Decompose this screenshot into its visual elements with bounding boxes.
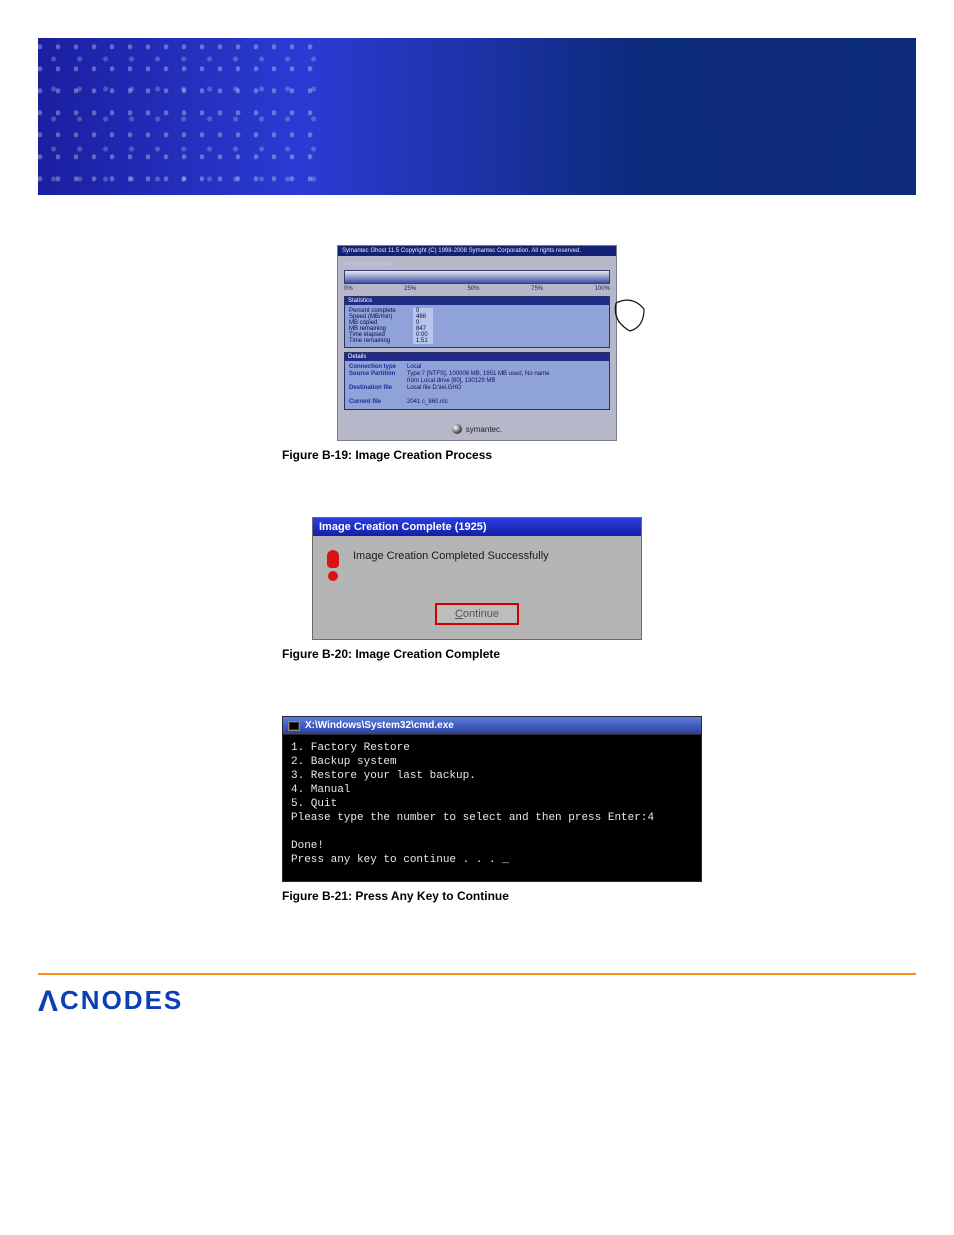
stat-val: 1:51: [413, 338, 433, 344]
figure-caption: Figure B-20: Image Creation Complete: [282, 647, 672, 661]
tick: 25%: [404, 286, 416, 292]
button-accel: C: [455, 608, 463, 620]
stat-key: Time remaining: [349, 338, 409, 344]
dialog-message: Image Creation Completed Successfully: [353, 550, 549, 562]
progress-ticks: 0% 25% 50% 75% 100%: [344, 286, 610, 292]
details-header: Details: [345, 353, 609, 361]
button-rest: ontinue: [463, 608, 499, 620]
cmd-output: 1. Factory Restore 2. Backup system 3. R…: [282, 735, 702, 882]
symantec-brand: symantec.: [338, 420, 616, 440]
figure-caption: Figure B-21: Press Any Key to Continue: [282, 889, 672, 903]
detail-label: Current file: [349, 399, 407, 405]
progress-arc-icon: [610, 297, 650, 337]
ghost-window: Symantec Ghost 11.5 Copyright (C) 1998-2…: [337, 245, 617, 441]
detail-val: 2041 c_860.nls: [407, 399, 448, 405]
tick: 0%: [344, 286, 353, 292]
continue-button[interactable]: Continue: [435, 603, 519, 625]
exclamation-icon: [327, 550, 339, 581]
detail-val: from Local drive [80], 130129 MB: [407, 378, 495, 384]
dialog-titlebar: Image Creation Complete (1925): [313, 518, 641, 536]
symantec-logo-icon: [452, 424, 462, 434]
progress-bar: [344, 270, 610, 284]
detail-val: Local: [407, 364, 421, 370]
cmd-icon: [288, 721, 300, 731]
cmd-title-text: X:\Windows\System32\cmd.exe: [305, 720, 454, 731]
tick: 100%: [595, 286, 610, 292]
cmd-titlebar: X:\Windows\System32\cmd.exe: [282, 716, 702, 735]
detail-label: Source Partition: [349, 371, 407, 377]
ghost-titlebar: Symantec Ghost 11.5 Copyright (C) 1998-2…: [338, 246, 616, 256]
tick: 75%: [531, 286, 543, 292]
detail-label: Destination file: [349, 385, 407, 391]
footer-rule: [38, 973, 916, 975]
figure-caption: Figure B-19: Image Creation Process: [282, 448, 672, 462]
logo-lambda-icon: Λ: [38, 991, 60, 1013]
dialog-window: Image Creation Complete (1925) Image Cre…: [312, 517, 642, 640]
details-panel: Details Connection typeLocal Source Part…: [344, 352, 610, 410]
progress-label: Progress Indicator: [344, 262, 610, 268]
detail-label: Connection type: [349, 364, 407, 370]
figure-b21: X:\Windows\System32\cmd.exe 1. Factory R…: [282, 716, 672, 903]
tick: 50%: [468, 286, 480, 292]
symantec-text: symantec.: [466, 425, 502, 434]
figure-b19: Symantec Ghost 11.5 Copyright (C) 1998-2…: [282, 245, 672, 462]
header-banner: [38, 38, 916, 195]
logo-text: CNODES: [60, 985, 183, 1016]
figure-b20: Image Creation Complete (1925) Image Cre…: [282, 517, 672, 661]
figures-column: Symantec Ghost 11.5 Copyright (C) 1998-2…: [282, 245, 672, 903]
statistics-header: Statistics: [345, 297, 609, 305]
statistics-panel: Statistics Percent complete0 Speed (MB/m…: [344, 296, 610, 348]
detail-val: Type:7 [NTFS], 100006 MB, 1951 MB used, …: [407, 371, 549, 377]
detail-val: Local file D:\iei.GHO: [407, 385, 461, 391]
acnodes-logo: ΛCNODES: [38, 985, 954, 1016]
